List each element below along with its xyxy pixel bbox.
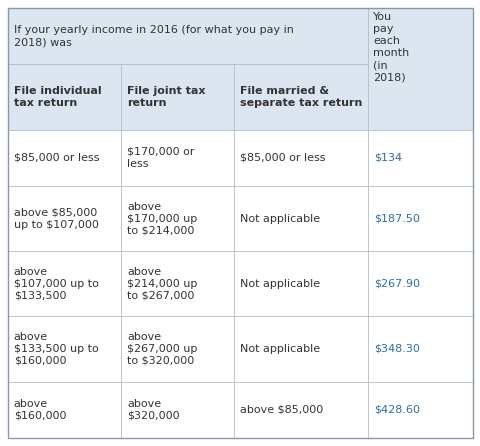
Bar [368, 186, 472, 251]
Text: If your yearly income in 2016 (for what you pay in
2018) was: If your yearly income in 2016 (for what … [14, 25, 293, 47]
Bar [8, 381, 121, 438]
Bar [8, 8, 368, 65]
Bar [121, 130, 234, 186]
Text: You
pay
each
month
(in
2018): You pay each month (in 2018) [372, 12, 408, 83]
Bar [8, 316, 121, 381]
Bar [234, 316, 368, 381]
Text: above
$267,000 up
to $320,000: above $267,000 up to $320,000 [127, 332, 197, 366]
Bar [234, 251, 368, 316]
Bar [234, 186, 368, 251]
Bar [121, 251, 234, 316]
Text: Not applicable: Not applicable [240, 279, 320, 289]
Bar [368, 316, 472, 381]
Text: $85,000 or less: $85,000 or less [240, 153, 325, 163]
Bar [8, 186, 121, 251]
Bar [234, 381, 368, 438]
Text: File married &
separate tax return: File married & separate tax return [240, 86, 361, 108]
Text: $134: $134 [373, 153, 401, 163]
Bar [121, 381, 234, 438]
Text: $267.90: $267.90 [373, 279, 419, 289]
Text: above
$170,000 up
to $214,000: above $170,000 up to $214,000 [127, 202, 197, 235]
Bar [234, 65, 368, 130]
Text: above
$133,500 up to
$160,000: above $133,500 up to $160,000 [14, 332, 98, 366]
Text: File individual
tax return: File individual tax return [14, 86, 101, 108]
Text: $170,000 or
less: $170,000 or less [127, 147, 194, 169]
Bar [8, 251, 121, 316]
Text: $348.30: $348.30 [373, 344, 419, 354]
Bar [121, 186, 234, 251]
Bar [368, 381, 472, 438]
Text: above $85,000
up to $107,000: above $85,000 up to $107,000 [14, 208, 98, 230]
Text: Not applicable: Not applicable [240, 214, 320, 223]
Text: above $85,000: above $85,000 [240, 405, 323, 415]
Bar [8, 65, 121, 130]
Bar [368, 251, 472, 316]
Text: Not applicable: Not applicable [240, 344, 320, 354]
Text: $85,000 or less: $85,000 or less [14, 153, 99, 163]
Text: $428.60: $428.60 [373, 405, 419, 415]
Text: $187.50: $187.50 [373, 214, 419, 223]
Bar [121, 65, 234, 130]
Bar [368, 130, 472, 186]
Text: above
$320,000: above $320,000 [127, 399, 179, 421]
Text: above
$160,000: above $160,000 [14, 399, 66, 421]
Text: above
$107,000 up to
$133,500: above $107,000 up to $133,500 [14, 267, 98, 301]
Text: File joint tax
return: File joint tax return [127, 86, 205, 108]
Bar [8, 130, 121, 186]
Text: above
$214,000 up
to $267,000: above $214,000 up to $267,000 [127, 267, 197, 301]
Bar [121, 316, 234, 381]
Bar [234, 130, 368, 186]
Bar [368, 8, 472, 130]
